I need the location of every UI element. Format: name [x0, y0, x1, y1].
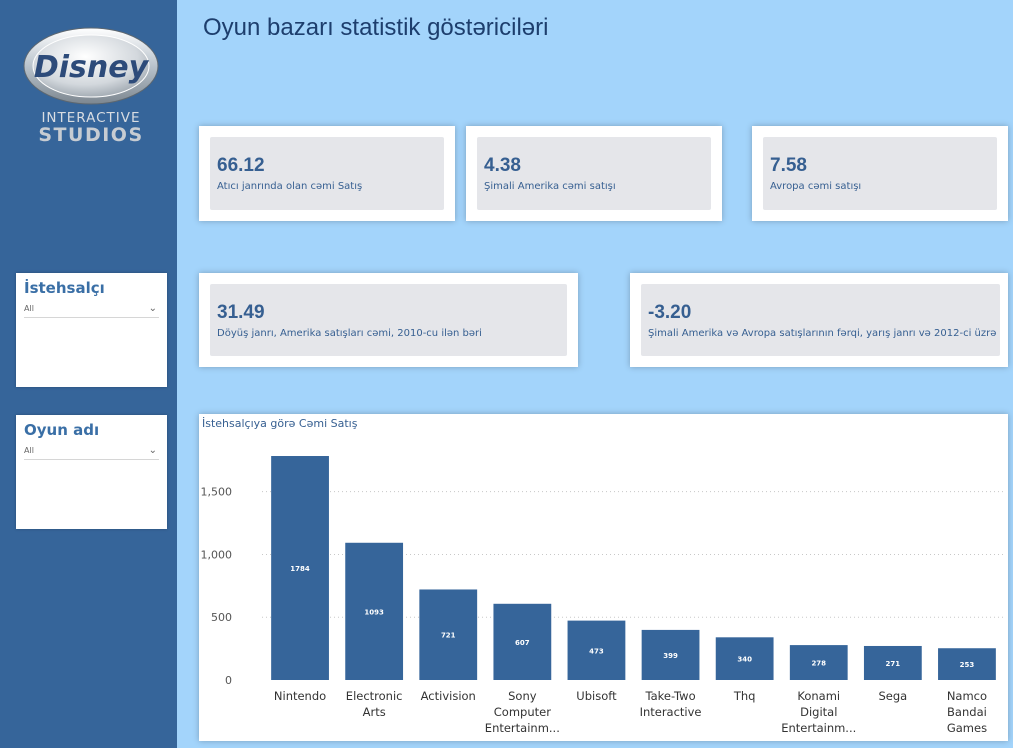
data-label: 271	[886, 660, 901, 668]
kpi-card-body: 66.12 Atıcı janrında olan cəmi Satış	[210, 137, 444, 210]
y-tick-label: 1,000	[201, 548, 233, 561]
kpi-card-fighting-na-sales[interactable]: 31.49 Döyüş janrı, Amerika satışları cəm…	[199, 273, 578, 367]
kpi-card-body: 31.49 Döyüş janrı, Amerika satışları cəm…	[210, 284, 567, 356]
manufacturer-slicer: İstehsalçı All ⌄	[16, 273, 167, 387]
game-name-slicer: Oyun adı All ⌄	[16, 415, 167, 529]
data-label: 1784	[290, 565, 310, 573]
dropdown-value: All	[24, 446, 34, 455]
chart-title: İstehsalçıya görə Cəmi Satış	[202, 417, 358, 430]
y-tick-label: 500	[211, 611, 232, 624]
slicer-title: İstehsalçı	[24, 279, 105, 297]
kpi-value: 7.58	[770, 155, 807, 176]
x-tick-label: Namco	[947, 689, 987, 703]
x-tick-label: Konami	[797, 689, 840, 703]
kpi-card-body: 7.58 Avropa cəmi satışı	[763, 137, 997, 210]
dropdown-value: All	[24, 304, 34, 313]
x-tick-label: Entertainm...	[485, 721, 560, 735]
x-tick-label: Entertainm...	[781, 721, 856, 735]
data-label: 721	[441, 632, 456, 640]
bar[interactable]	[271, 456, 329, 680]
bar[interactable]	[345, 542, 404, 680]
kpi-card-shooter-sales[interactable]: 66.12 Atıcı janrında olan cəmi Satış	[199, 126, 455, 221]
x-tick-label: Ubisoft	[576, 689, 617, 703]
bar[interactable]	[863, 645, 922, 680]
kpi-card-body: 4.38 Şimali Amerika cəmi satışı	[477, 137, 711, 210]
x-tick-label: Bandai	[947, 705, 987, 719]
bar[interactable]	[419, 589, 478, 680]
x-tick-label: Nintendo	[274, 689, 326, 703]
kpi-label: Şimali Amerika cəmi satışı	[484, 181, 616, 192]
bar[interactable]	[641, 629, 700, 680]
kpi-value: 31.49	[217, 302, 265, 323]
disney-interactive-studios-logo: Disney INTERACTIVE STUDIOS	[23, 27, 159, 146]
kpi-value: 4.38	[484, 155, 521, 176]
x-tick-label: Computer	[494, 705, 551, 719]
x-tick-label: Arts	[363, 705, 386, 719]
x-tick-label: Electronic	[346, 689, 403, 703]
x-tick-label: Take-Two	[644, 689, 695, 703]
game-name-dropdown[interactable]: All ⌄	[24, 443, 159, 460]
kpi-card-eu-sales[interactable]: 7.58 Avropa cəmi satışı	[752, 126, 1008, 221]
bar[interactable]	[938, 648, 996, 680]
x-tick-label: Digital	[800, 705, 837, 719]
sales-by-manufacturer-chart[interactable]: İstehsalçıya görə Cəmi Satış 0 500 1,000 1,…	[199, 414, 1008, 741]
x-tick-label: Sony	[508, 689, 537, 703]
svg-text:Disney: Disney	[34, 50, 150, 85]
x-tick-label: Interactive	[640, 705, 702, 719]
bar[interactable]	[789, 645, 848, 680]
y-tick-label: 0	[225, 674, 232, 687]
kpi-label: Atıcı janrında olan cəmi Satış	[217, 181, 363, 192]
kpi-value: -3.20	[648, 302, 692, 323]
data-label: 607	[515, 639, 530, 647]
chevron-down-icon: ⌄	[148, 445, 157, 456]
data-label: 1093	[364, 608, 384, 616]
bar-chart: 0 500 1,000 1,500 1784 Nintendo 1093 Electronic…	[201, 456, 1004, 735]
kpi-card-racing-diff[interactable]: -3.20 Şimali Amerika və Avropa satışları…	[630, 273, 1008, 367]
kpi-value: 66.12	[217, 155, 265, 176]
x-tick-label: Thq	[733, 689, 756, 703]
bar[interactable]	[567, 620, 626, 680]
bar[interactable]	[493, 603, 552, 680]
data-label: 253	[960, 661, 975, 669]
chevron-down-icon: ⌄	[148, 303, 157, 314]
kpi-label: Döyüş janrı, Amerika satışları cəmi, 201…	[217, 328, 482, 339]
bar[interactable]	[715, 637, 774, 680]
kpi-card-body: -3.20 Şimali Amerika və Avropa satışları…	[641, 284, 1000, 356]
slicer-title: Oyun adı	[24, 421, 100, 439]
kpi-card-na-sales[interactable]: 4.38 Şimali Amerika cəmi satışı	[466, 126, 722, 221]
svg-text:INTERACTIVE: INTERACTIVE	[41, 110, 140, 126]
data-label: 473	[589, 647, 604, 655]
data-label: 340	[737, 656, 752, 664]
manufacturer-dropdown[interactable]: All ⌄	[24, 301, 159, 318]
x-tick-label: Games	[947, 721, 987, 735]
x-tick-label: Sega	[878, 689, 907, 703]
kpi-label: Şimali Amerika və Avropa satışlarının fə…	[648, 328, 997, 339]
data-label: 399	[663, 652, 678, 660]
svg-text:STUDIOS: STUDIOS	[38, 124, 143, 146]
data-label: 278	[811, 660, 826, 668]
kpi-label: Avropa cəmi satışı	[770, 181, 862, 192]
page-title: Oyun bazarı statistik göstəriciləri	[203, 14, 549, 41]
x-tick-label: Activision	[421, 689, 476, 703]
y-tick-label: 1,500	[201, 486, 233, 499]
